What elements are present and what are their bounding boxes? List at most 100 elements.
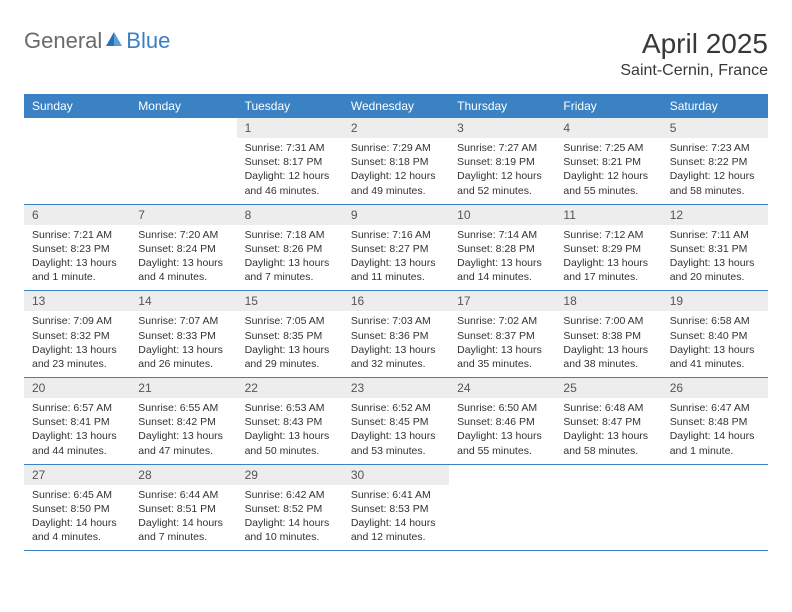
calendar-day: [662, 465, 768, 551]
calendar-day: 16Sunrise: 7:03 AMSunset: 8:36 PMDayligh…: [343, 291, 449, 377]
sunrise-text: Sunrise: 7:20 AM: [138, 228, 228, 242]
calendar-day: 28Sunrise: 6:44 AMSunset: 8:51 PMDayligh…: [130, 465, 236, 551]
sunset-text: Sunset: 8:17 PM: [245, 155, 335, 169]
weekday-label: Tuesday: [237, 94, 343, 118]
calendar-day: 23Sunrise: 6:52 AMSunset: 8:45 PMDayligh…: [343, 378, 449, 464]
sunrise-text: Sunrise: 7:25 AM: [563, 141, 653, 155]
day-details: Sunrise: 7:07 AMSunset: 8:33 PMDaylight:…: [130, 311, 236, 377]
sunset-text: Sunset: 8:45 PM: [351, 415, 441, 429]
day-details: Sunrise: 6:45 AMSunset: 8:50 PMDaylight:…: [24, 485, 130, 551]
sunrise-text: Sunrise: 7:21 AM: [32, 228, 122, 242]
calendar-day: 14Sunrise: 7:07 AMSunset: 8:33 PMDayligh…: [130, 291, 236, 377]
day-number: 19: [662, 291, 768, 311]
daylight-text: Daylight: 13 hours and 14 minutes.: [457, 256, 547, 284]
calendar-day: 27Sunrise: 6:45 AMSunset: 8:50 PMDayligh…: [24, 465, 130, 551]
sunset-text: Sunset: 8:48 PM: [670, 415, 760, 429]
sunset-text: Sunset: 8:52 PM: [245, 502, 335, 516]
daylight-text: Daylight: 12 hours and 52 minutes.: [457, 169, 547, 197]
weekday-label: Thursday: [449, 94, 555, 118]
daylight-text: Daylight: 13 hours and 1 minute.: [32, 256, 122, 284]
day-details: Sunrise: 7:02 AMSunset: 8:37 PMDaylight:…: [449, 311, 555, 377]
sunset-text: Sunset: 8:51 PM: [138, 502, 228, 516]
calendar-day: 7Sunrise: 7:20 AMSunset: 8:24 PMDaylight…: [130, 205, 236, 291]
day-details: Sunrise: 6:53 AMSunset: 8:43 PMDaylight:…: [237, 398, 343, 464]
day-details: Sunrise: 7:21 AMSunset: 8:23 PMDaylight:…: [24, 225, 130, 291]
logo-triangle-icon: [104, 30, 124, 53]
day-details: Sunrise: 6:41 AMSunset: 8:53 PMDaylight:…: [343, 485, 449, 551]
sunrise-text: Sunrise: 6:42 AM: [245, 488, 335, 502]
day-details: Sunrise: 7:16 AMSunset: 8:27 PMDaylight:…: [343, 225, 449, 291]
sunset-text: Sunset: 8:40 PM: [670, 329, 760, 343]
daylight-text: Daylight: 14 hours and 12 minutes.: [351, 516, 441, 544]
daylight-text: Daylight: 13 hours and 23 minutes.: [32, 343, 122, 371]
sunrise-text: Sunrise: 6:48 AM: [563, 401, 653, 415]
daylight-text: Daylight: 14 hours and 7 minutes.: [138, 516, 228, 544]
daylight-text: Daylight: 13 hours and 53 minutes.: [351, 429, 441, 457]
sunset-text: Sunset: 8:53 PM: [351, 502, 441, 516]
daylight-text: Daylight: 13 hours and 44 minutes.: [32, 429, 122, 457]
daylight-text: Daylight: 13 hours and 58 minutes.: [563, 429, 653, 457]
day-details: Sunrise: 7:03 AMSunset: 8:36 PMDaylight:…: [343, 311, 449, 377]
daylight-text: Daylight: 13 hours and 38 minutes.: [563, 343, 653, 371]
daylight-text: Daylight: 13 hours and 41 minutes.: [670, 343, 760, 371]
day-details: Sunrise: 6:57 AMSunset: 8:41 PMDaylight:…: [24, 398, 130, 464]
calendar-day: 3Sunrise: 7:27 AMSunset: 8:19 PMDaylight…: [449, 118, 555, 204]
day-number: 26: [662, 378, 768, 398]
day-number: 15: [237, 291, 343, 311]
day-number: 27: [24, 465, 130, 485]
calendar-day: 26Sunrise: 6:47 AMSunset: 8:48 PMDayligh…: [662, 378, 768, 464]
day-number: 8: [237, 205, 343, 225]
sunrise-text: Sunrise: 6:55 AM: [138, 401, 228, 415]
day-details: Sunrise: 7:25 AMSunset: 8:21 PMDaylight:…: [555, 138, 661, 204]
calendar-day: 19Sunrise: 6:58 AMSunset: 8:40 PMDayligh…: [662, 291, 768, 377]
sunrise-text: Sunrise: 7:03 AM: [351, 314, 441, 328]
calendar-week: 20Sunrise: 6:57 AMSunset: 8:41 PMDayligh…: [24, 378, 768, 465]
sunrise-text: Sunrise: 6:47 AM: [670, 401, 760, 415]
sunset-text: Sunset: 8:37 PM: [457, 329, 547, 343]
sunset-text: Sunset: 8:24 PM: [138, 242, 228, 256]
day-number: 20: [24, 378, 130, 398]
daylight-text: Daylight: 12 hours and 58 minutes.: [670, 169, 760, 197]
weekday-label: Friday: [555, 94, 661, 118]
sunset-text: Sunset: 8:50 PM: [32, 502, 122, 516]
daylight-text: Daylight: 12 hours and 49 minutes.: [351, 169, 441, 197]
calendar-day: 25Sunrise: 6:48 AMSunset: 8:47 PMDayligh…: [555, 378, 661, 464]
sunrise-text: Sunrise: 6:52 AM: [351, 401, 441, 415]
weekday-label: Monday: [130, 94, 236, 118]
day-details: Sunrise: 7:05 AMSunset: 8:35 PMDaylight:…: [237, 311, 343, 377]
day-number: 25: [555, 378, 661, 398]
sunrise-text: Sunrise: 6:50 AM: [457, 401, 547, 415]
day-number: 6: [24, 205, 130, 225]
calendar-week: 1Sunrise: 7:31 AMSunset: 8:17 PMDaylight…: [24, 118, 768, 205]
sunrise-text: Sunrise: 6:57 AM: [32, 401, 122, 415]
daylight-text: Daylight: 13 hours and 50 minutes.: [245, 429, 335, 457]
calendar-day: 1Sunrise: 7:31 AMSunset: 8:17 PMDaylight…: [237, 118, 343, 204]
day-details: Sunrise: 6:47 AMSunset: 8:48 PMDaylight:…: [662, 398, 768, 464]
calendar-week: 6Sunrise: 7:21 AMSunset: 8:23 PMDaylight…: [24, 205, 768, 292]
sunset-text: Sunset: 8:35 PM: [245, 329, 335, 343]
day-details: Sunrise: 7:29 AMSunset: 8:18 PMDaylight:…: [343, 138, 449, 204]
day-details: Sunrise: 6:55 AMSunset: 8:42 PMDaylight:…: [130, 398, 236, 464]
daylight-text: Daylight: 13 hours and 32 minutes.: [351, 343, 441, 371]
day-number: 24: [449, 378, 555, 398]
daylight-text: Daylight: 13 hours and 11 minutes.: [351, 256, 441, 284]
sunrise-text: Sunrise: 7:31 AM: [245, 141, 335, 155]
calendar-day: 22Sunrise: 6:53 AMSunset: 8:43 PMDayligh…: [237, 378, 343, 464]
day-number: 7: [130, 205, 236, 225]
day-number: 4: [555, 118, 661, 138]
sunset-text: Sunset: 8:23 PM: [32, 242, 122, 256]
day-number: 29: [237, 465, 343, 485]
day-number: 10: [449, 205, 555, 225]
day-details: Sunrise: 7:27 AMSunset: 8:19 PMDaylight:…: [449, 138, 555, 204]
sunset-text: Sunset: 8:27 PM: [351, 242, 441, 256]
sunrise-text: Sunrise: 7:29 AM: [351, 141, 441, 155]
sunset-text: Sunset: 8:19 PM: [457, 155, 547, 169]
day-number: 11: [555, 205, 661, 225]
calendar-day: 8Sunrise: 7:18 AMSunset: 8:26 PMDaylight…: [237, 205, 343, 291]
day-details: Sunrise: 7:09 AMSunset: 8:32 PMDaylight:…: [24, 311, 130, 377]
calendar-day: 21Sunrise: 6:55 AMSunset: 8:42 PMDayligh…: [130, 378, 236, 464]
day-details: Sunrise: 6:50 AMSunset: 8:46 PMDaylight:…: [449, 398, 555, 464]
calendar-day: [130, 118, 236, 204]
calendar-day: 12Sunrise: 7:11 AMSunset: 8:31 PMDayligh…: [662, 205, 768, 291]
weekday-label: Saturday: [662, 94, 768, 118]
